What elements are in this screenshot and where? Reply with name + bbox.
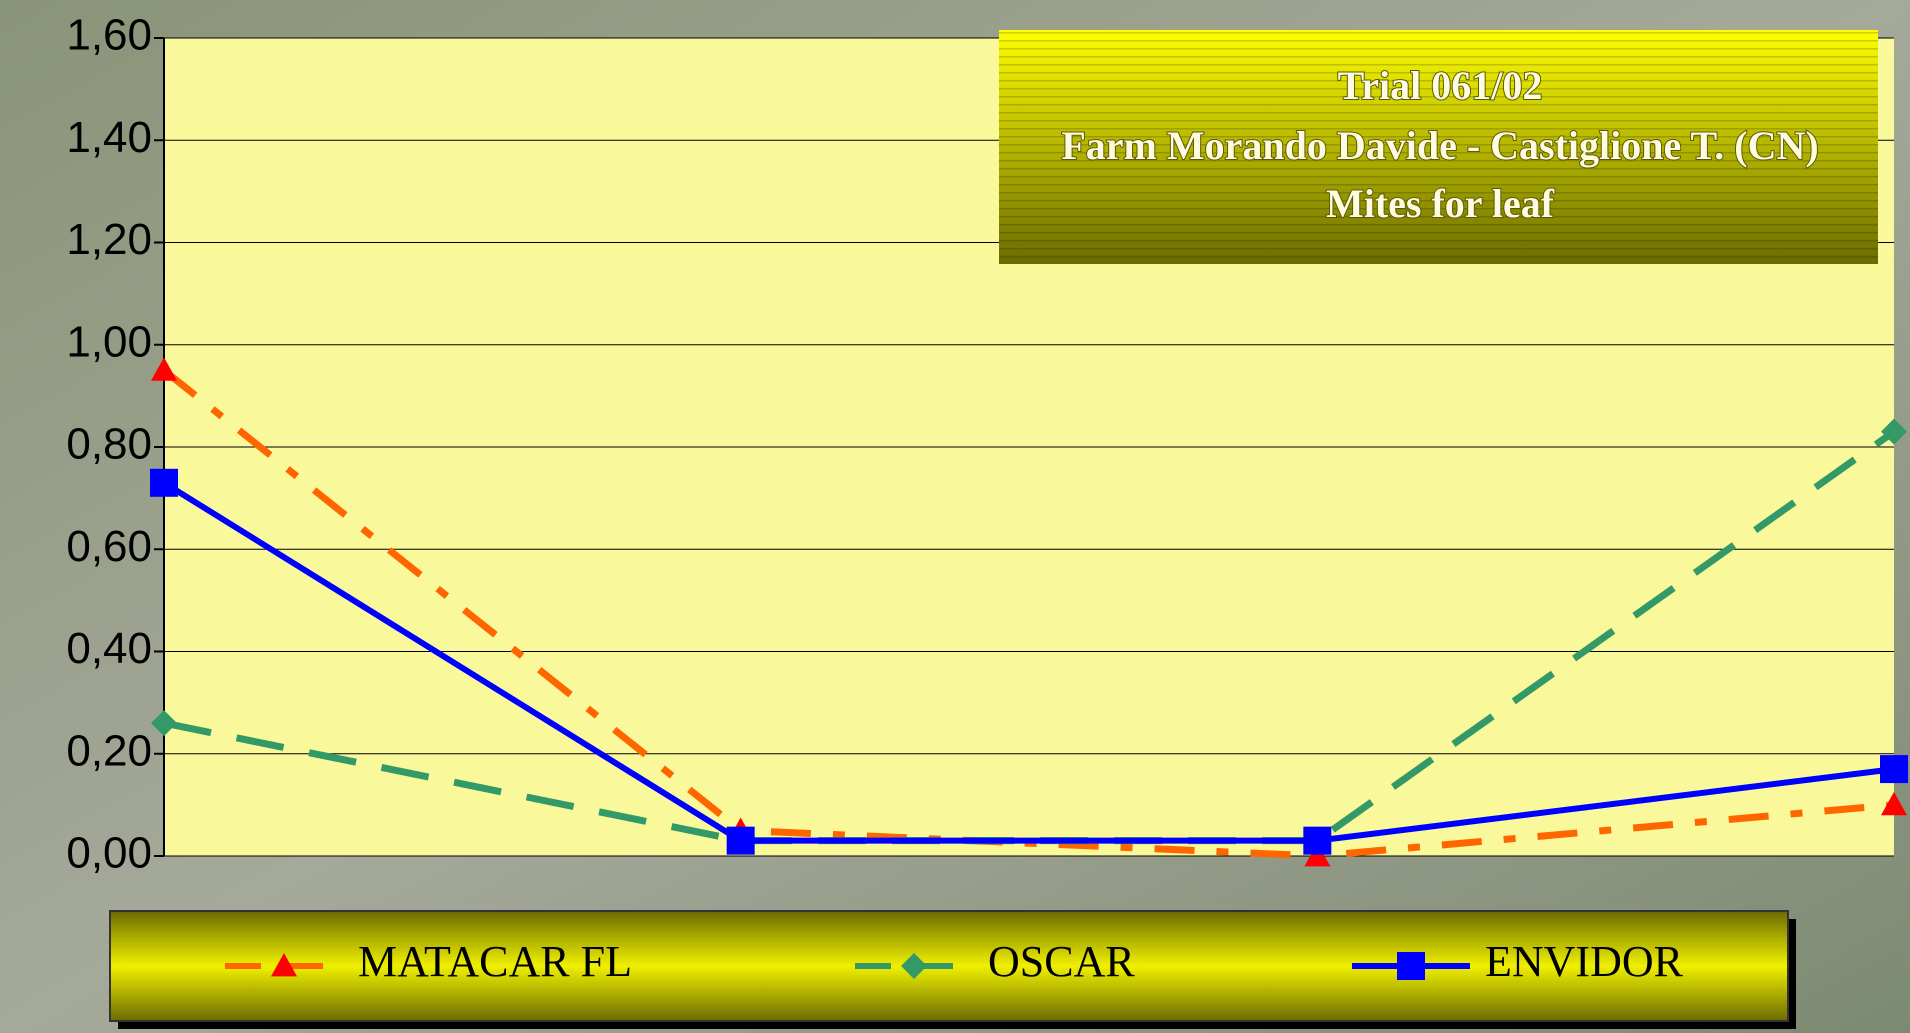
y-tick-label: 0,80 — [66, 420, 152, 469]
y-tick-label: 0,40 — [66, 624, 152, 673]
marker — [151, 710, 177, 737]
marker — [726, 826, 755, 855]
marker — [1881, 418, 1907, 445]
title-box-stripes — [999, 30, 1878, 264]
marker — [1881, 791, 1907, 816]
legend-label: MATACAR FL — [358, 937, 632, 986]
legend-label: ENVIDOR — [1485, 937, 1684, 986]
y-tick-label: 0,20 — [66, 726, 152, 775]
legend-label: OSCAR — [988, 937, 1135, 986]
marker — [1880, 755, 1908, 784]
y-tick-label: 1,60 — [66, 11, 152, 60]
y-tick-label: 0,60 — [66, 522, 152, 571]
marker — [151, 357, 177, 381]
legend-marker — [1397, 952, 1425, 980]
marker — [1304, 843, 1331, 867]
legend-marker — [901, 953, 927, 979]
marker — [150, 468, 178, 497]
y-tick-label: 1,00 — [66, 317, 152, 366]
series-line — [163, 428, 1897, 845]
series-line — [162, 480, 1895, 844]
legend-marker — [271, 953, 297, 977]
chart-title: Mites for leaf — [1326, 181, 1555, 226]
chart-title: Farm Morando Davide - Castiglione T. (CN… — [1061, 123, 1818, 168]
y-tick-label: 0,00 — [66, 829, 152, 878]
chart-title: Trial 061/02 — [1338, 63, 1543, 108]
marker — [1303, 826, 1332, 855]
y-tick-label: 1,20 — [66, 215, 152, 264]
y-tick-label: 1,40 — [66, 113, 152, 162]
